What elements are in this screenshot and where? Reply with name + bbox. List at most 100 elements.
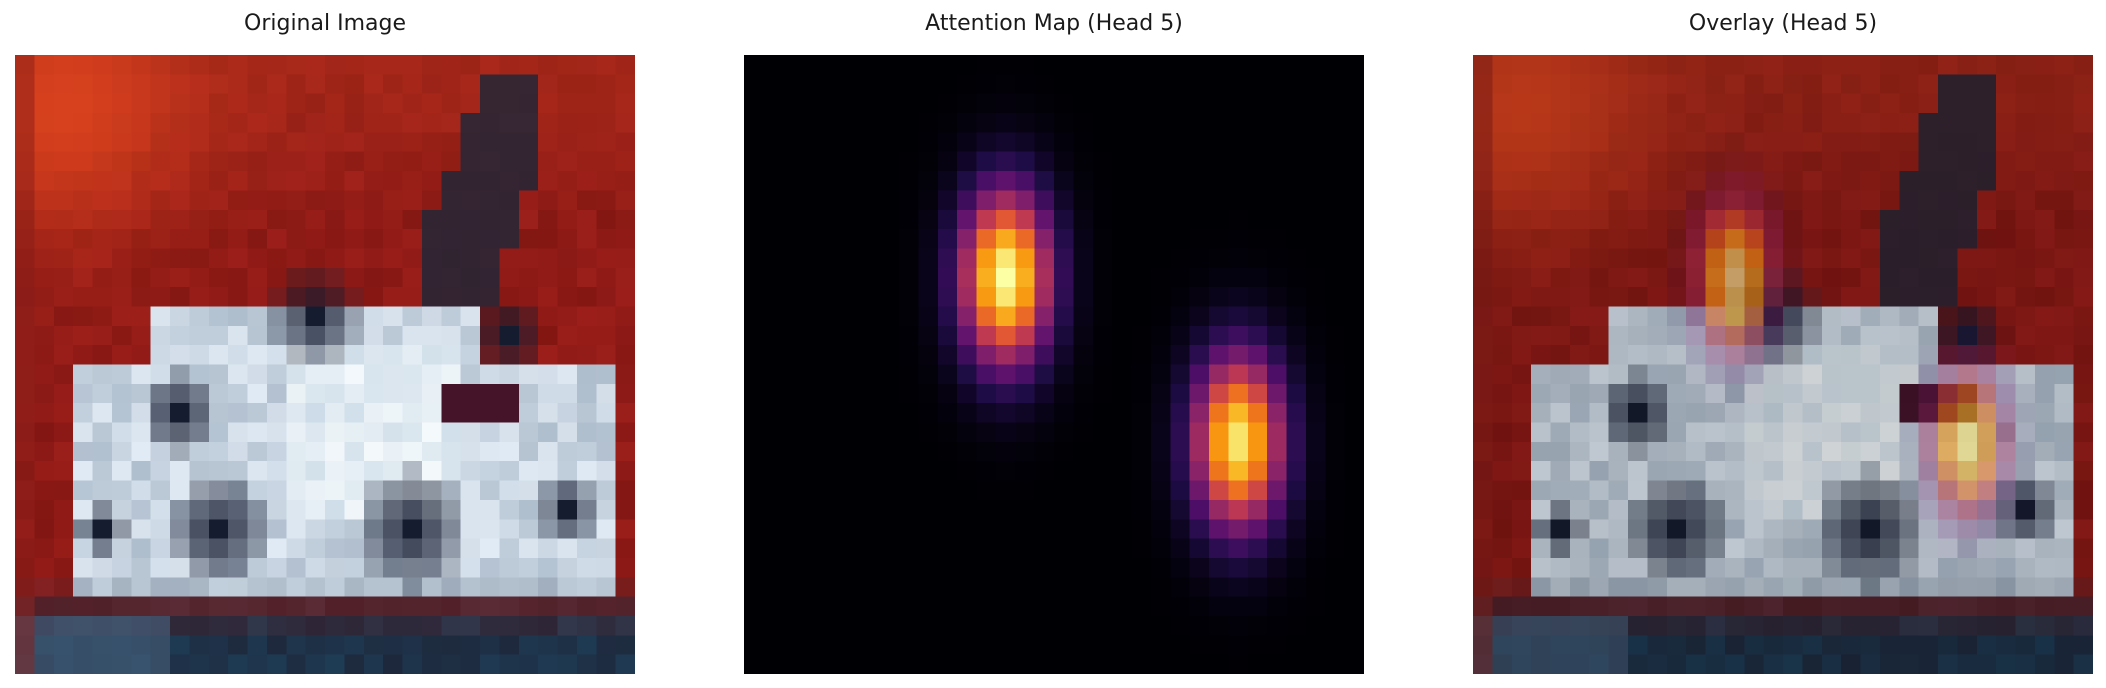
original-pixel-cell xyxy=(518,422,539,443)
heatmap-cell xyxy=(1073,403,1094,423)
heatmap-cell xyxy=(1247,132,1268,153)
heatmap-cell xyxy=(1131,325,1152,346)
overlay-cell xyxy=(1899,364,1920,385)
heatmap-cell xyxy=(1228,345,1249,365)
heatmap-cell xyxy=(995,499,1016,520)
heatmap-cell xyxy=(995,383,1016,404)
overlay-cell xyxy=(2015,519,2036,539)
heatmap-cell xyxy=(1189,519,1210,539)
heatmap-cell xyxy=(1015,93,1036,114)
overlay-cell xyxy=(1473,306,1493,327)
heatmap-cell xyxy=(763,209,784,230)
original-pixel-cell xyxy=(34,519,55,539)
original-pixel-cell xyxy=(402,132,423,153)
heatmap-cell xyxy=(802,519,822,539)
overlay-cell xyxy=(1569,267,1590,288)
original-pixel-cell xyxy=(305,287,326,307)
heatmap-cell xyxy=(937,287,958,307)
heatmap-cell xyxy=(899,151,919,172)
original-pixel-cell xyxy=(92,229,113,249)
heatmap-cell xyxy=(1170,209,1191,230)
original-pixel-cell xyxy=(480,93,500,114)
original-pixel-cell xyxy=(441,74,462,95)
heatmap-cell xyxy=(1344,403,1364,423)
heatmap-cell xyxy=(1131,93,1152,114)
heatmap-cell xyxy=(1092,267,1113,288)
original-pixel-cell xyxy=(53,151,74,172)
original-pixel-cell xyxy=(170,325,190,346)
original-pixel-cell xyxy=(15,441,35,462)
original-pixel-cell xyxy=(518,306,539,327)
original-pixel-cell xyxy=(596,635,617,656)
overlay-cell xyxy=(2015,596,2036,617)
original-pixel-cell xyxy=(131,267,152,288)
heatmap-cell xyxy=(1247,635,1268,656)
heatmap-cell xyxy=(1034,615,1055,636)
overlay-cell xyxy=(1957,151,1978,172)
heatmap-cell xyxy=(1054,113,1074,133)
overlay-cell xyxy=(1531,577,1551,598)
original-pixel-cell xyxy=(170,345,190,365)
overlay-cell xyxy=(1724,325,1745,346)
original-pixel-cell xyxy=(480,248,500,269)
heatmap-cell xyxy=(1209,171,1229,191)
heatmap-cell xyxy=(1305,422,1326,443)
heatmap-cell xyxy=(1150,480,1171,501)
original-pixel-cell xyxy=(460,635,481,656)
original-pixel-cell xyxy=(596,248,617,269)
heatmap-cell xyxy=(1131,132,1152,153)
overlay-cell xyxy=(1841,267,1861,288)
overlay-cell xyxy=(1492,615,1513,636)
heatmap-cell xyxy=(995,441,1016,462)
original-pixel-cell xyxy=(557,461,578,481)
original-pixel-cell xyxy=(518,113,539,133)
overlay-cell xyxy=(1918,499,1939,520)
original-pixel-cell xyxy=(460,325,481,346)
heatmap-cell xyxy=(802,325,822,346)
heatmap-cell xyxy=(1015,113,1036,133)
original-pixel-cell xyxy=(305,403,326,423)
overlay-cell xyxy=(1550,93,1571,114)
overlay-cell xyxy=(1589,171,1610,191)
panel-title-overlay: Overlay (Head 5) xyxy=(1688,11,1878,36)
heatmap-cell xyxy=(860,93,881,114)
overlay-cell xyxy=(2054,538,2075,559)
heatmap-cell xyxy=(744,345,764,365)
overlay-cell xyxy=(2073,480,2093,501)
overlay-cell xyxy=(1647,364,1668,385)
original-pixel-cell xyxy=(111,306,132,327)
original-pixel-cell xyxy=(228,403,248,423)
overlay-cell xyxy=(1841,480,1861,501)
original-pixel-cell xyxy=(421,248,442,269)
overlay-cell xyxy=(1628,654,1648,674)
original-pixel-cell xyxy=(131,248,152,269)
heatmap-cell xyxy=(782,113,803,133)
heatmap-cell xyxy=(1267,635,1287,656)
overlay-cell xyxy=(2073,422,2093,443)
original-pixel-cell xyxy=(460,171,481,191)
original-pixel-cell xyxy=(53,635,74,656)
overlay-cell xyxy=(1976,422,1997,443)
overlay-cell xyxy=(1628,538,1648,559)
heatmap-cell xyxy=(1112,151,1132,172)
original-pixel-cell xyxy=(247,345,268,365)
heatmap-cell xyxy=(840,615,861,636)
heatmap-cell xyxy=(1267,93,1287,114)
overlay-cell xyxy=(1802,113,1823,133)
heatmap-cell xyxy=(744,229,764,249)
heatmap-cell xyxy=(899,538,919,559)
heatmap-cell xyxy=(1305,615,1326,636)
heatmap-cell xyxy=(1305,461,1326,481)
heatmap-cell xyxy=(1170,171,1191,191)
original-pixel-cell xyxy=(402,74,423,95)
original-pixel-cell xyxy=(15,306,35,327)
heatmap-cell xyxy=(1054,229,1074,249)
heatmap-cell xyxy=(1325,480,1346,501)
overlay-cell xyxy=(1821,209,1842,230)
overlay-cell xyxy=(2034,345,2055,365)
overlay-cell xyxy=(1899,615,1920,636)
overlay-cell xyxy=(2073,364,2093,385)
heatmap-cell xyxy=(1305,248,1326,269)
heatmap-cell xyxy=(840,538,861,559)
overlay-cell xyxy=(1473,577,1493,598)
